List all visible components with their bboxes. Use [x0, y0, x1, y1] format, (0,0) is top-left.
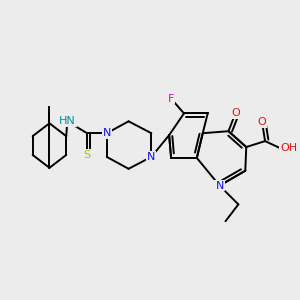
Text: O: O	[231, 108, 240, 118]
Text: HN: HN	[59, 116, 76, 126]
Text: N: N	[215, 181, 224, 190]
Text: O: O	[258, 117, 266, 127]
Text: F: F	[168, 94, 174, 103]
Text: N: N	[147, 152, 155, 162]
Text: N: N	[103, 128, 111, 138]
Text: OH: OH	[280, 143, 297, 153]
Text: S: S	[83, 150, 91, 160]
